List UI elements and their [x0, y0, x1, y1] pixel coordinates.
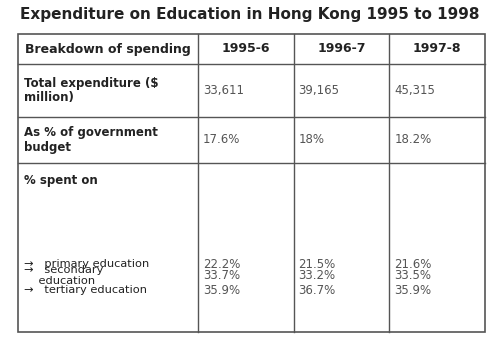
Text: 21.5%: 21.5%	[298, 258, 336, 271]
Text: 39,165: 39,165	[298, 84, 340, 97]
Text: 18.2%: 18.2%	[394, 133, 432, 147]
Text: 36.7%: 36.7%	[298, 284, 336, 297]
Text: →   primary education: → primary education	[24, 259, 149, 269]
Text: Breakdown of spending: Breakdown of spending	[25, 43, 191, 55]
Text: 1997-8: 1997-8	[413, 43, 462, 55]
Text: Total expenditure ($
million): Total expenditure ($ million)	[24, 76, 158, 105]
Text: 35.9%: 35.9%	[203, 284, 240, 297]
Text: 1996-7: 1996-7	[317, 43, 366, 55]
Text: 35.9%: 35.9%	[394, 284, 432, 297]
Text: 33.2%: 33.2%	[298, 269, 336, 282]
Text: 21.6%: 21.6%	[394, 258, 432, 271]
Text: 45,315: 45,315	[394, 84, 435, 97]
Text: 22.2%: 22.2%	[203, 258, 240, 271]
Text: 18%: 18%	[298, 133, 324, 147]
Text: 33.7%: 33.7%	[203, 269, 240, 282]
Text: →   secondary
    education: → secondary education	[24, 265, 103, 286]
Text: 1995-6: 1995-6	[222, 43, 270, 55]
Text: As % of government
budget: As % of government budget	[24, 126, 158, 154]
Text: 33,611: 33,611	[203, 84, 244, 97]
Text: % spent on: % spent on	[24, 174, 98, 187]
Text: 33.5%: 33.5%	[394, 269, 432, 282]
Text: 17.6%: 17.6%	[203, 133, 240, 147]
Bar	[18, 34, 485, 332]
Text: Expenditure on Education in Hong Kong 1995 to 1998: Expenditure on Education in Hong Kong 19…	[20, 7, 480, 21]
Text: →   tertiary education: → tertiary education	[24, 286, 147, 295]
